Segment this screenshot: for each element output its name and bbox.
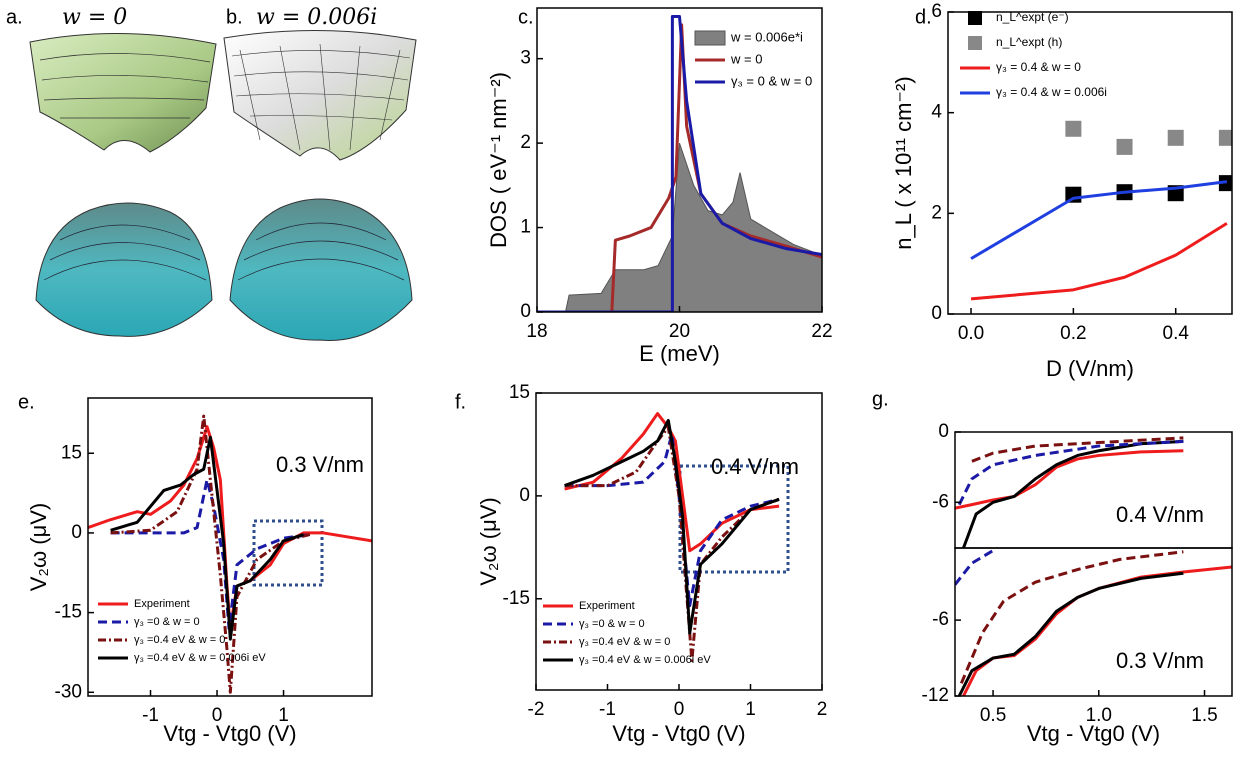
legend-label: γ₃ =0 & w = 0 [134, 616, 200, 628]
surface-label: w = 0.006i [256, 5, 377, 30]
legend-label: n_L^expt (e⁻) [996, 10, 1069, 24]
x-tick-label: 0 [674, 699, 685, 720]
plot-area [971, 121, 1235, 299]
x-tick-label: 0.4 [1163, 323, 1190, 344]
surface-label: w = 0 [62, 5, 127, 30]
y-axis-label: V₂ω (μV) [26, 503, 51, 592]
legend-label: w = 0.006e*i [730, 29, 803, 44]
panel-label: e. [18, 391, 35, 413]
annotation: 0.3 V/nm [276, 452, 364, 477]
y-axis-label: DOS ( eV⁻¹ nm⁻²) [486, 72, 511, 248]
y-tick-label: 2 [520, 132, 531, 153]
y-tick-label: 4 [931, 102, 942, 123]
y-tick-label: -12 [922, 685, 949, 706]
line [959, 573, 1183, 696]
surface-a: a. w = 0 [6, 5, 216, 336]
y-axis-label: n_L ( x 10¹¹ cm⁻²) [891, 76, 916, 249]
legend-label: γ₃ =0.4 eV & w = 0.006i eV [134, 652, 266, 664]
x-axis-label: Vtg - Vtg0 (V) [1027, 721, 1160, 746]
figure: a. w = 0 b. w = 0.006i 1820220123c.E (me… [0, 0, 1241, 764]
point [1065, 121, 1081, 137]
legend-label: Experiment [579, 600, 635, 612]
point [1117, 139, 1133, 155]
legend-swatch [968, 36, 982, 50]
x-tick-label: 1.5 [1191, 705, 1217, 726]
lower-band [230, 199, 412, 341]
x-tick-label: 20 [669, 321, 690, 342]
line [963, 441, 1183, 548]
legend-label: n_L^expt (h) [996, 35, 1062, 49]
annotation: 0.3 V/nm [1116, 648, 1204, 673]
x-axis-label: Vtg - Vtg0 (V) [612, 721, 745, 746]
annotation: 0.4 V/nm [711, 454, 799, 479]
y-tick-label: -30 [55, 681, 82, 702]
legend-swatch [968, 11, 982, 25]
y-tick-label: 6 [931, 1, 942, 22]
x-tick-label: 18 [526, 321, 547, 342]
y-tick-label: 0 [519, 485, 530, 506]
x-tick-label: 2 [817, 699, 828, 720]
legend-label: γ₃ =0.4 eV & w = 0 [579, 636, 670, 648]
x-tick-label: 0.2 [1060, 323, 1086, 344]
x-axis-label: D (V/nm) [1046, 356, 1134, 381]
y-tick-label: 0 [71, 522, 82, 543]
y-tick-label: -6 [932, 491, 949, 512]
legend-label: w = 0 [730, 51, 762, 66]
axes-frame [955, 432, 1232, 548]
y-tick-label: 0 [520, 301, 531, 322]
legend-label: γ₃ =0.4 eV & w = 0.006i eV [579, 654, 711, 666]
x-tick-label: 0.5 [980, 705, 1006, 726]
y-tick-label: 1 [520, 217, 531, 238]
panel-label: a. [6, 6, 23, 28]
x-tick-label: 0.0 [958, 323, 984, 344]
panel-label: b. [226, 6, 243, 28]
y-tick-label: 15 [509, 382, 530, 403]
y-tick-label: 3 [520, 48, 531, 69]
panel-label: f. [455, 391, 466, 413]
x-tick-label: -1 [142, 705, 159, 726]
x-axis-label: E (meV) [639, 341, 720, 366]
x-tick-label: -1 [599, 699, 616, 720]
plot-area [955, 551, 1232, 696]
line [955, 551, 993, 585]
legend-swatch [695, 31, 725, 45]
y-tick-label: -6 [932, 609, 949, 630]
surface-b: b. w = 0.006i [224, 5, 416, 341]
x-tick-label: 22 [811, 321, 832, 342]
area [537, 143, 822, 312]
legend-label: γ₃ = 0.4 & w = 0.006i [996, 85, 1107, 99]
legend-label: Experiment [134, 598, 190, 610]
legend-label: γ₃ =0.4 eV & w = 0 [134, 634, 225, 646]
x-tick-label: 1 [745, 699, 756, 720]
annotation: 0.4 V/nm [1116, 502, 1204, 527]
y-tick-label: 15 [61, 442, 82, 463]
x-axis-label: Vtg - Vtg0 (V) [163, 721, 296, 746]
y-tick-label: -15 [503, 588, 530, 609]
line [963, 567, 1232, 696]
y-tick-label: 2 [931, 202, 942, 223]
y-axis-label: V₂ω (μV) [476, 497, 501, 586]
panel-label: g. [872, 388, 889, 410]
y-tick-label: 0 [931, 303, 942, 324]
point [1168, 130, 1184, 146]
lower-band [36, 203, 212, 336]
legend-label: γ₃ = 0 & w = 0 [731, 73, 812, 88]
legend-label: γ₃ =0 & w = 0 [579, 618, 645, 630]
panel-label: d. [915, 6, 932, 28]
axes-frame [948, 12, 1232, 314]
panel-label: c. [518, 6, 534, 28]
plot-area [955, 438, 1183, 548]
y-tick-label: 0 [938, 421, 949, 442]
upper-band [30, 33, 216, 152]
y-tick-label: -15 [55, 602, 82, 623]
legend-label: γ₃ = 0.4 & w = 0 [996, 60, 1081, 74]
plot-area [537, 16, 822, 312]
x-tick-label: -2 [528, 699, 545, 720]
